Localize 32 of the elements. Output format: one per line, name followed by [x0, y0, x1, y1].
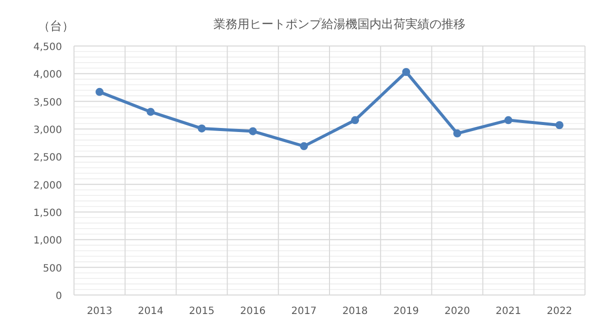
x-tick-label: 2021	[496, 306, 522, 317]
x-tick-label: 2014	[138, 306, 164, 317]
point	[248, 127, 257, 136]
x-tick-label: 2020	[444, 306, 470, 317]
point	[555, 121, 564, 130]
point	[198, 124, 206, 132]
point	[402, 68, 410, 76]
y-tick-label: 2,500	[33, 152, 62, 164]
y-tick-label: 3,000	[33, 125, 62, 136]
x-tick-label: 2017	[291, 306, 317, 317]
y-tick-label: 4,500	[33, 42, 62, 53]
point	[300, 142, 308, 150]
y-tick-label: 500	[42, 263, 62, 274]
x-tick-label: 2019	[393, 306, 419, 317]
chart-title: 業務用ヒートポンプ給湯機国内出荷実績の推移	[214, 17, 466, 31]
y-tick-label: 4,000	[33, 70, 62, 81]
x-tick-label: 2015	[189, 306, 214, 317]
y-tick-label: 3,500	[33, 97, 62, 108]
y-tick-label: 1,000	[33, 236, 62, 247]
point	[453, 129, 462, 138]
x-tick-label: 2018	[342, 306, 368, 317]
y-tick-label: 1,500	[33, 208, 62, 219]
point	[504, 116, 512, 124]
x-tick-label: 2016	[240, 306, 266, 317]
point	[351, 116, 360, 124]
x-tick-label: 2022	[546, 306, 572, 317]
point	[146, 108, 155, 116]
x-tick-label: 2013	[86, 306, 112, 317]
point	[96, 88, 104, 96]
y-tick-label: 0	[56, 291, 62, 302]
y-axis-title: （台）	[38, 19, 74, 33]
y-tick-label: 2,000	[33, 180, 62, 192]
